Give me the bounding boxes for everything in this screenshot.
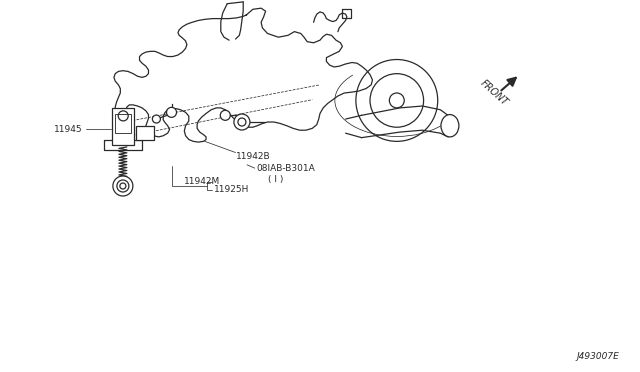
Text: 08IAB-B301A: 08IAB-B301A — [256, 164, 315, 173]
Ellipse shape — [441, 115, 459, 137]
Circle shape — [220, 110, 230, 120]
Circle shape — [113, 176, 133, 196]
Bar — [136, 126, 154, 141]
Text: 11942B: 11942B — [236, 152, 270, 161]
Text: J493007E: J493007E — [577, 352, 620, 361]
Bar — [112, 108, 134, 145]
Text: 11945: 11945 — [54, 125, 83, 134]
Text: 11942M: 11942M — [184, 177, 221, 186]
Circle shape — [166, 108, 177, 117]
Circle shape — [234, 114, 250, 130]
Text: ( I ): ( I ) — [268, 175, 283, 184]
Text: 11925H: 11925H — [214, 185, 250, 194]
Bar — [115, 114, 131, 133]
Text: FRONT: FRONT — [479, 78, 510, 108]
Circle shape — [152, 115, 161, 123]
Polygon shape — [114, 8, 372, 142]
